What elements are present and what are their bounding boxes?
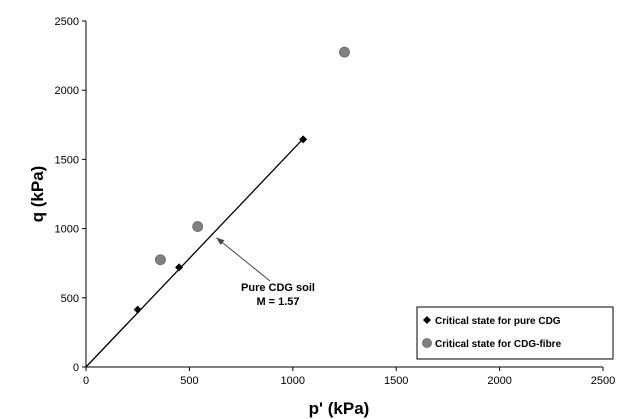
annotation-line-1: Pure CDG soil [241, 282, 315, 294]
y-tick-label: 0 [73, 362, 79, 374]
annotation: Pure CDG soil M = 1.57 [215, 237, 315, 308]
legend-label-pure-cdg: Critical state for pure CDG [435, 316, 561, 327]
legend-label-cdg-fibre: Critical state for CDG-fibre [435, 339, 562, 350]
legend-box [416, 306, 614, 360]
y-axis-title: q (kPa) [28, 166, 47, 223]
x-tick-label: 1000 [281, 375, 305, 387]
axes [85, 21, 603, 368]
x-tick-label: 2500 [591, 375, 615, 387]
x-axis-title: p' (kPa) [309, 399, 370, 418]
annotation-arrow [215, 237, 271, 282]
y-tick-label: 2000 [55, 85, 79, 97]
x-tick-label: 500 [180, 375, 198, 387]
cdg-fibre-point [192, 221, 204, 232]
x-tick-label: 0 [83, 375, 89, 387]
x-tick-label: 1500 [384, 375, 408, 387]
legend-circle-marker [422, 338, 432, 348]
x-axis-ticks: 0 500 1000 1500 2000 2500 [83, 367, 615, 387]
cdg-fibre-point [339, 46, 350, 58]
data-series [133, 46, 350, 314]
pure-cdg-point [175, 263, 184, 272]
y-tick-label: 500 [61, 293, 79, 305]
pure-cdg-point [299, 135, 308, 144]
y-tick-label: 1500 [55, 154, 79, 166]
y-axis-ticks: 0 500 1000 1500 2000 2500 [55, 16, 86, 374]
fit-line [85, 138, 304, 368]
x-tick-label: 2000 [487, 375, 511, 387]
cdg-fibre-point [155, 254, 166, 266]
annotation-line-2: M = 1.57 [256, 296, 299, 308]
legend-diamond-marker [423, 316, 431, 324]
y-tick-label: 2500 [55, 16, 79, 28]
legend: Critical state for pure CDG Critical sta… [416, 306, 614, 360]
annotation-arrowhead [216, 237, 225, 245]
pure-cdg-point [133, 305, 142, 314]
y-tick-label: 1000 [55, 224, 79, 236]
